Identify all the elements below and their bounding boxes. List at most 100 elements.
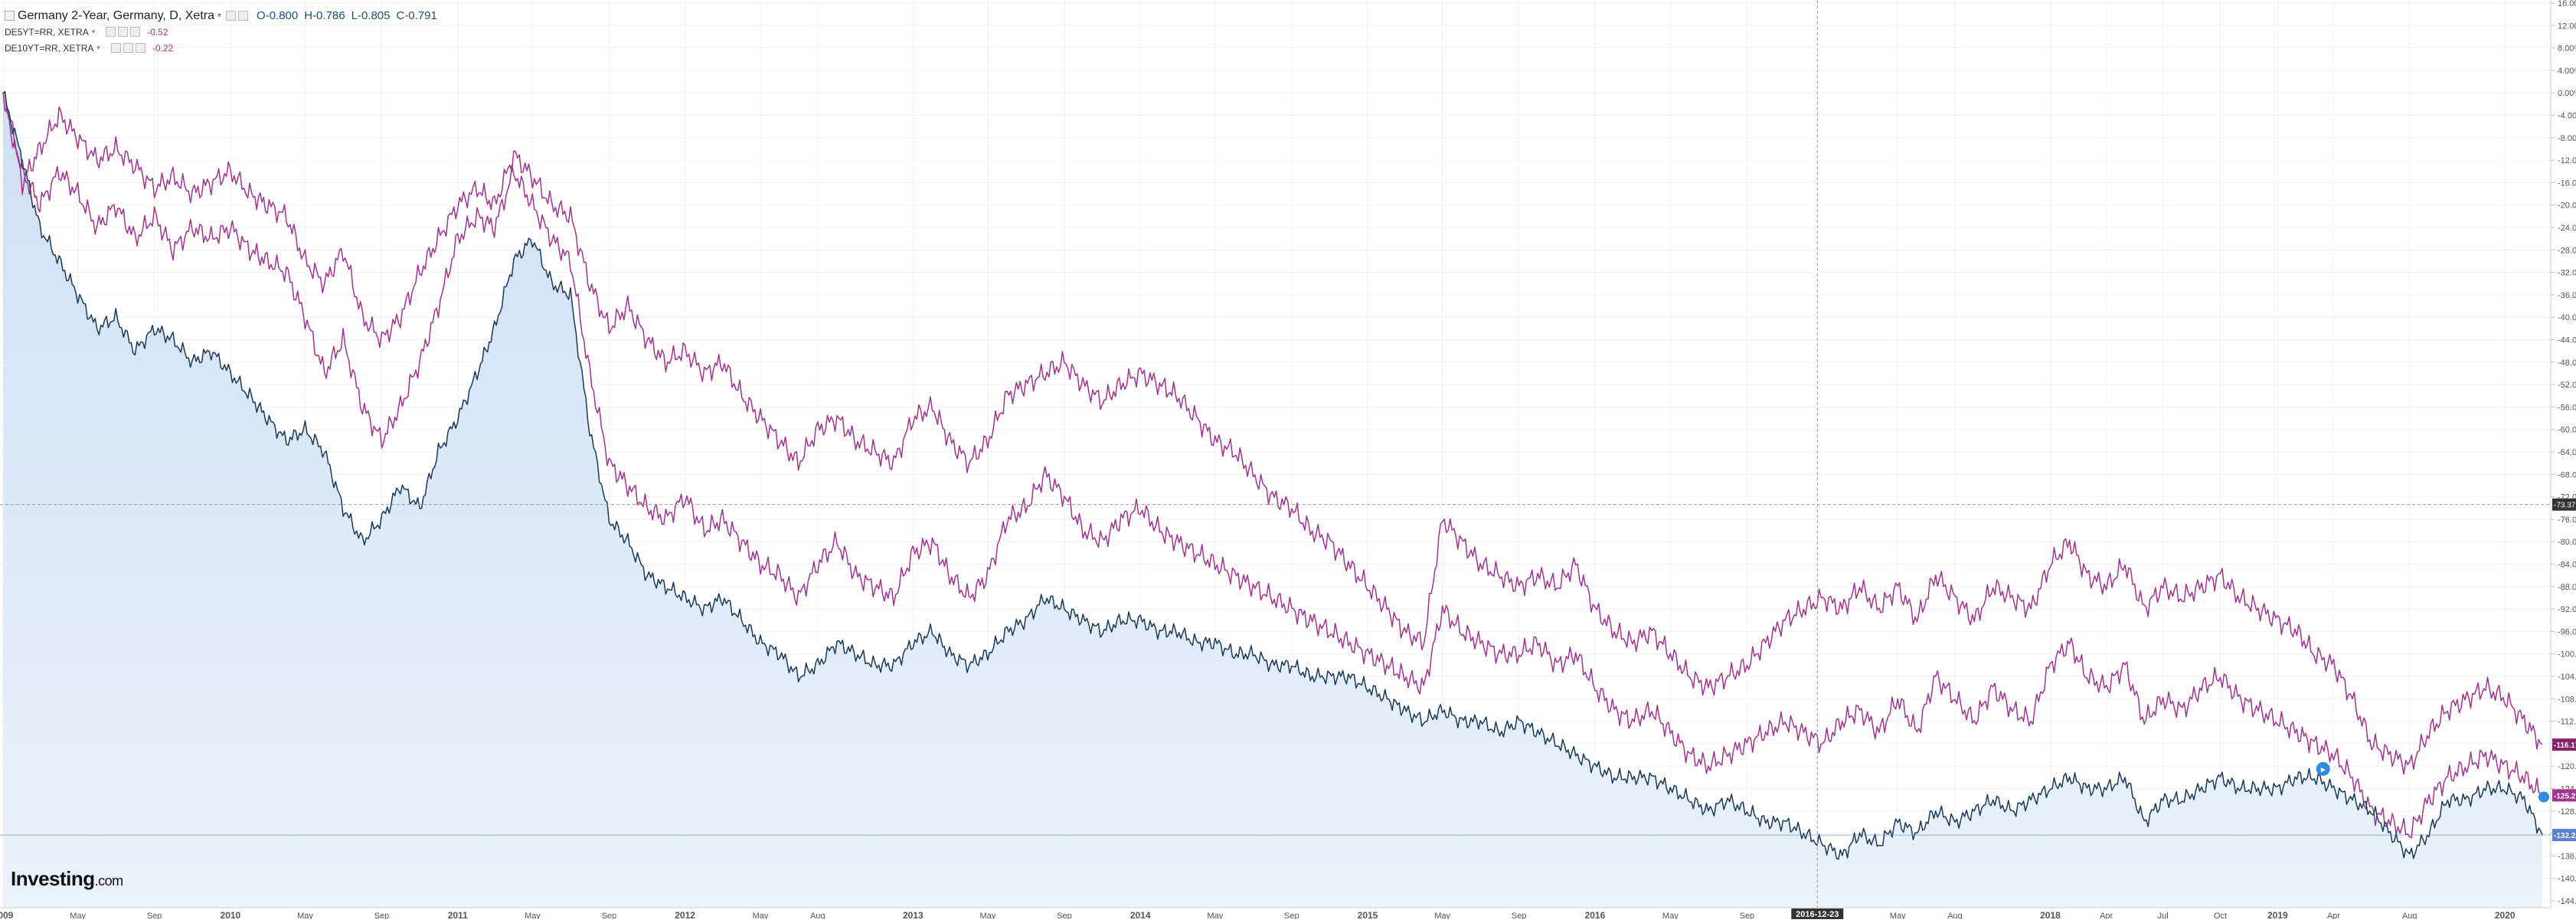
y-tick-label: -20.00% bbox=[2558, 201, 2576, 211]
series-line-de10 bbox=[2, 91, 2543, 775]
y-tick-label: -56.00% bbox=[2558, 403, 2576, 412]
last-value-label-de5: -125.21% bbox=[2554, 792, 2576, 800]
x-tick-label: Sep bbox=[1057, 912, 1072, 919]
y-tick-label: -24.00% bbox=[2558, 224, 2576, 233]
x-tick-label: May bbox=[525, 912, 541, 919]
settings-icon[interactable] bbox=[110, 43, 121, 53]
x-tick-label: May bbox=[297, 912, 313, 919]
x-tick-label: May bbox=[70, 912, 86, 919]
hide-icon[interactable] bbox=[123, 43, 133, 53]
y-tick-label: -48.00% bbox=[2558, 358, 2576, 368]
series-area-de2 bbox=[3, 91, 2542, 908]
y-tick-label: -92.00% bbox=[2558, 605, 2576, 614]
legend-series3-label: DE10YT=RR, XETRA bbox=[5, 42, 94, 54]
x-tick-label: Aug bbox=[810, 912, 825, 919]
dropdown-arrow-icon[interactable]: ▾ bbox=[96, 44, 100, 51]
crosshair-y-badge bbox=[2552, 498, 2576, 511]
y-tick-label: -80.00% bbox=[2558, 538, 2576, 547]
x-tick-label: May bbox=[1434, 912, 1450, 919]
y-tick-label: 8.00% bbox=[2558, 44, 2576, 54]
x-tick-label: May bbox=[980, 912, 996, 919]
y-tick-label: -16.00% bbox=[2558, 178, 2576, 188]
settings-icon[interactable] bbox=[106, 27, 116, 37]
y-tick-label: -112.00% bbox=[2558, 718, 2576, 727]
x-tick-label: Sep bbox=[1512, 912, 1527, 919]
x-tick-label: 2012 bbox=[675, 910, 695, 919]
y-tick-label: -36.00% bbox=[2558, 291, 2576, 300]
event-marker bbox=[2538, 791, 2549, 803]
y-tick-label: 0.00% bbox=[2558, 89, 2576, 98]
legend-series2-value: -0.52 bbox=[147, 26, 168, 38]
x-tick-label: 2016 bbox=[1585, 910, 1606, 919]
event-marker-glyph: ▸ bbox=[2320, 765, 2326, 774]
x-tick-label: Jul bbox=[2158, 912, 2169, 919]
y-tick-label: -64.00% bbox=[2558, 448, 2576, 457]
brand-suffix: .com bbox=[94, 873, 124, 889]
dropdown-arrow-icon[interactable]: ▾ bbox=[217, 11, 222, 20]
last-value-badges: -116.17% -125.21% -132.28% ▸ bbox=[0, 738, 2576, 842]
close-icon[interactable] bbox=[130, 27, 141, 37]
legend-series2-label: DE5YT=RR, XETRA bbox=[5, 26, 89, 38]
series-line-de5 bbox=[2, 92, 2543, 839]
x-tick-label: 2011 bbox=[448, 910, 468, 919]
y-tick-label: -100.00% bbox=[2558, 650, 2576, 660]
dropdown-arrow-icon[interactable]: ▾ bbox=[91, 28, 96, 35]
ohlc-low: L-0.805 bbox=[351, 9, 391, 22]
x-tick-label: Sep bbox=[374, 912, 390, 919]
series-line-de2 bbox=[2, 90, 2543, 860]
settings-icon[interactable] bbox=[226, 11, 237, 21]
y-tick-label: -28.00% bbox=[2558, 246, 2576, 255]
y-tick-label: -120.00% bbox=[2558, 762, 2576, 771]
crosshair-y-label: -73.372 bbox=[2554, 502, 2576, 510]
y-tick-label: -44.00% bbox=[2558, 336, 2576, 345]
series-lines bbox=[2, 90, 2543, 860]
x-tick-label: Apr bbox=[2100, 912, 2113, 919]
legend-series2-row: DE5YT=RR, XETRA ▾ -0.52 bbox=[5, 24, 437, 40]
y-tick-label: -60.00% bbox=[2558, 426, 2576, 435]
y-tick-label: -144.00% bbox=[2558, 897, 2576, 906]
last-value-badge-de10 bbox=[2552, 738, 2576, 751]
brand-logo: Investing.com bbox=[11, 867, 123, 891]
y-tick-label: -40.00% bbox=[2558, 313, 2576, 322]
close-icon[interactable] bbox=[135, 43, 145, 53]
y-tick-label: -88.00% bbox=[2558, 583, 2576, 592]
x-tick-label: 2020 bbox=[2495, 910, 2516, 919]
y-tick-label: -96.00% bbox=[2558, 627, 2576, 637]
x-tick-label: Sep bbox=[1740, 912, 1755, 919]
event-marker bbox=[2316, 761, 2330, 776]
y-tick-label: -76.00% bbox=[2558, 516, 2576, 525]
y-tick-label: -4.00% bbox=[2558, 112, 2576, 121]
x-tick-label: May bbox=[1890, 912, 1906, 919]
x-tick-label: Oct bbox=[2214, 912, 2227, 919]
last-value-badge-de2 bbox=[2552, 829, 2576, 842]
legend-series3-row: DE10YT=RR, XETRA ▾ -0.22 bbox=[5, 40, 437, 56]
x-tick-label: 2013 bbox=[903, 910, 924, 919]
hide-icon[interactable] bbox=[238, 11, 249, 21]
y-tick-label: 4.00% bbox=[2558, 67, 2576, 76]
y-tick-label: -12.00% bbox=[2558, 156, 2576, 165]
y-tick-label: -128.00% bbox=[2558, 807, 2576, 817]
y-tick-label: -108.00% bbox=[2558, 695, 2576, 704]
y-tick-label: 16.00% bbox=[2558, 0, 2576, 8]
y-tick-label: -8.00% bbox=[2558, 134, 2576, 143]
crosshair-x-label: 2016-12-23 bbox=[1796, 910, 1839, 919]
x-tick-label: 2019 bbox=[2267, 910, 2288, 919]
x-tick-label: May bbox=[753, 912, 769, 919]
x-tick-label: 2018 bbox=[2040, 910, 2061, 919]
last-value-label-de2: -132.28% bbox=[2554, 832, 2576, 840]
last-value-label-de10: -116.17% bbox=[2554, 741, 2576, 750]
collapse-toggle-icon[interactable] bbox=[5, 11, 15, 21]
x-tick-label: Aug bbox=[1947, 912, 1963, 919]
hide-icon[interactable] bbox=[118, 27, 129, 37]
ohlc-high: H-0.786 bbox=[304, 9, 345, 22]
y-tick-label: -84.00% bbox=[2558, 561, 2576, 570]
x-tick-label: 2014 bbox=[1130, 910, 1151, 919]
y-tick-label: -68.00% bbox=[2558, 470, 2576, 480]
x-tick-label: Aug bbox=[2402, 912, 2417, 919]
y-tick-label: -32.00% bbox=[2558, 269, 2576, 278]
x-tick-label: Apr bbox=[2327, 912, 2340, 919]
y-tick-label: -52.00% bbox=[2558, 381, 2576, 390]
